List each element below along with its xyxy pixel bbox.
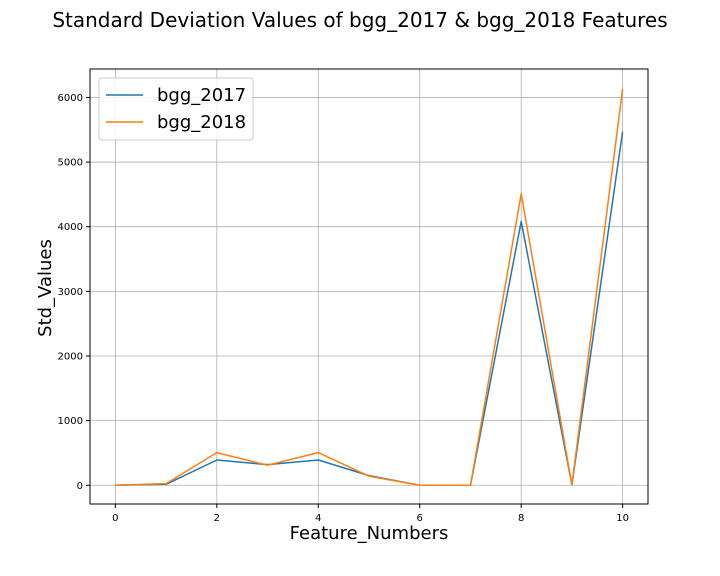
- y-tick-label: 3000: [58, 287, 83, 298]
- axis-ticks: 0 2 4 6 8 10 0 1000 2000 3000 4000 5000 6000: [58, 93, 629, 524]
- chart-title: Standard Deviation Values of bgg_2017 & …: [52, 8, 667, 32]
- legend-box: [98, 77, 254, 141]
- series-lines: [115, 88, 624, 486]
- x-tick-label: 6: [417, 513, 423, 524]
- x-tick-label: 10: [616, 513, 629, 524]
- legend: bgg_2017 bgg_2018: [98, 77, 254, 141]
- plot-area: [89, 68, 649, 505]
- y-tick-label: 4000: [58, 222, 83, 233]
- x-tick-label: 0: [112, 513, 118, 524]
- y-tick-label: 5000: [58, 158, 83, 169]
- y-tick-label: 6000: [58, 93, 83, 104]
- series-line-bgg_2018: [115, 88, 624, 486]
- gridlines: [90, 69, 648, 504]
- y-tick-label: 0: [77, 481, 83, 492]
- y-tick-label: 1000: [58, 416, 83, 427]
- x-axis-label: Feature_Numbers: [290, 523, 449, 544]
- y-tick-label: 2000: [58, 351, 83, 362]
- legend-label-bgg_2017: bgg_2017: [157, 85, 246, 106]
- legend-label-bgg_2018: bgg_2018: [157, 112, 246, 133]
- x-tick-label: 2: [214, 513, 220, 524]
- y-axis-label: Std_Values: [35, 239, 56, 337]
- x-tick-label: 4: [315, 513, 321, 524]
- x-tick-label: 8: [518, 513, 524, 524]
- series-line-bgg_2017: [115, 131, 624, 486]
